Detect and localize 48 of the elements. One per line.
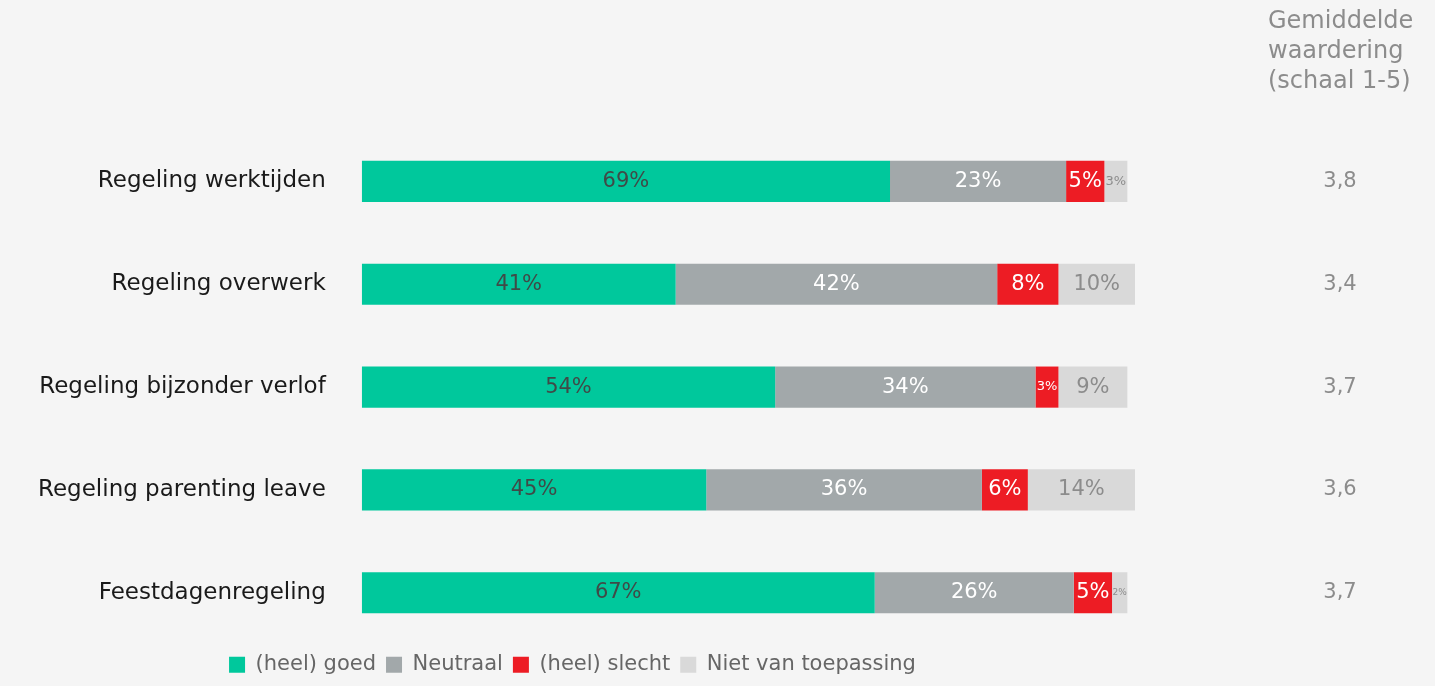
data-label: 2% xyxy=(1112,587,1128,598)
text: 3,4 xyxy=(1323,270,1357,295)
data-label: 5% xyxy=(1076,579,1110,604)
data-label: 3% xyxy=(1105,172,1127,188)
y-tick-label: Regeling bijzonder verlof xyxy=(39,372,327,399)
bar xyxy=(675,263,998,305)
y-tick-label: Regeling werktijden xyxy=(97,166,326,193)
data-label: 69% xyxy=(602,167,650,192)
data-label: 23% xyxy=(954,167,1002,192)
bar xyxy=(361,366,776,408)
y-tick-label: Feestdagenregeling xyxy=(98,577,326,604)
bar xyxy=(361,572,875,614)
data-label: 10% xyxy=(1073,270,1121,295)
text: Gemiddelde waardering (schaal 1-5) xyxy=(1268,6,1414,95)
text: 3,8 xyxy=(1323,167,1357,192)
data-label: 34% xyxy=(881,373,929,398)
bar xyxy=(775,366,1036,408)
bar xyxy=(361,263,676,305)
legend-label: Neutraal xyxy=(412,651,503,676)
legend-label: (heel) slecht xyxy=(539,651,671,676)
data-label: 42% xyxy=(813,270,860,295)
data-label: 41% xyxy=(495,270,543,295)
bar xyxy=(706,469,982,511)
text: 3,7 xyxy=(1323,579,1357,604)
bar xyxy=(874,572,1074,614)
legend-label: (heel) goed xyxy=(255,651,377,676)
y-tick-label: Regeling overwerk xyxy=(111,269,327,296)
data-label: 14% xyxy=(1058,476,1105,501)
bar xyxy=(361,160,891,202)
text: 3,7 xyxy=(1323,373,1357,398)
data-label: 36% xyxy=(820,476,868,501)
data-label: 26% xyxy=(950,579,998,604)
data-label: 3% xyxy=(1036,378,1058,394)
text: 3,6 xyxy=(1323,476,1357,501)
bar xyxy=(1058,263,1135,305)
bar xyxy=(890,160,1067,202)
data-label: 5% xyxy=(1068,167,1102,192)
bar xyxy=(361,469,707,511)
data-label: 6% xyxy=(988,476,1022,501)
data-label: 67% xyxy=(594,579,642,604)
y-tick-label: Regeling parenting leave xyxy=(38,474,326,501)
data-label: 8% xyxy=(1011,270,1045,295)
data-label: 54% xyxy=(545,373,592,398)
data-label: 9% xyxy=(1076,373,1110,398)
bar xyxy=(1058,366,1128,408)
legend-label: Niet van toepassing xyxy=(706,651,916,676)
bar xyxy=(1027,469,1135,511)
data-label: 45% xyxy=(510,476,558,501)
